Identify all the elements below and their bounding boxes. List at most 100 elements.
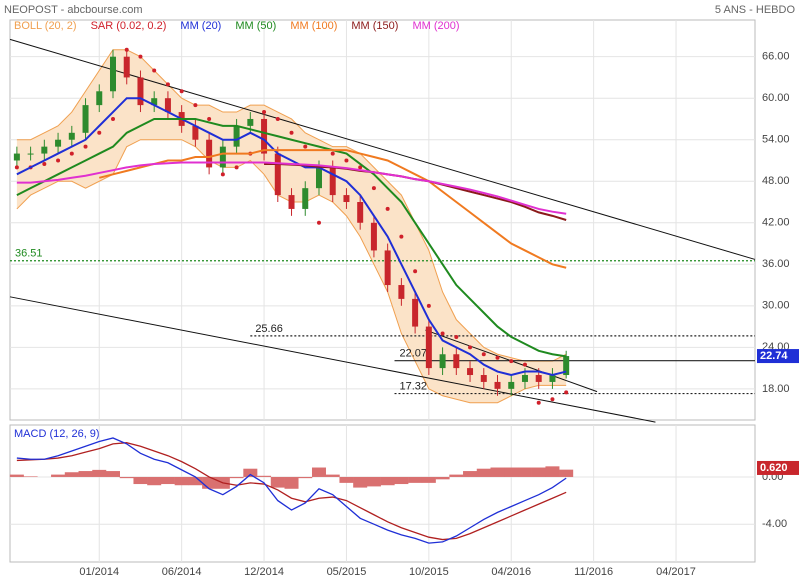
candle-body — [123, 56, 130, 78]
macd-histogram-bar — [298, 476, 313, 479]
sar-dot — [550, 397, 555, 402]
x-tick-label: 06/2014 — [162, 566, 202, 578]
macd-histogram-bar — [147, 476, 162, 486]
price-badge-label: 22.74 — [760, 350, 788, 362]
macd-histogram-bar — [504, 467, 519, 477]
macd-badge — [757, 460, 799, 475]
candle-body — [247, 118, 254, 126]
sar-dot — [468, 345, 473, 350]
macd-histogram-bar — [270, 476, 285, 488]
moving-average — [16, 161, 567, 215]
legend-entry: SAR (0.02, 0.2) — [91, 20, 167, 32]
sar-dot — [564, 390, 569, 395]
macd-histogram-bar — [394, 476, 409, 485]
x-tick-label: 04/2017 — [656, 566, 696, 578]
candle-body — [82, 105, 89, 133]
bollinger-band — [16, 49, 567, 403]
macd-histogram-bar — [559, 469, 574, 477]
level-label: 22.07 — [400, 348, 428, 360]
macd-histogram-bar — [531, 467, 546, 477]
macd-histogram-bar — [64, 472, 79, 477]
candle-body — [288, 195, 295, 209]
candle-body — [164, 98, 171, 113]
candle-body — [233, 125, 240, 147]
y-tick-label: 66.00 — [762, 51, 790, 63]
candle-body — [439, 354, 446, 369]
candle-body — [508, 381, 515, 389]
macd-histogram-bar — [463, 471, 478, 477]
sar-dot — [371, 186, 376, 191]
candle-body — [343, 195, 350, 203]
legend-entry: MM (50) — [235, 20, 276, 32]
macd-histogram-bar — [202, 476, 217, 489]
sar-dot — [509, 359, 514, 364]
sar-dot — [14, 165, 19, 170]
macd-title: MACD (12, 26, 9) — [14, 428, 100, 440]
candle-body — [13, 153, 20, 161]
candle-body — [563, 356, 570, 376]
sar-dot — [344, 158, 349, 163]
macd-histogram-bar — [325, 474, 340, 477]
candle-body — [467, 368, 474, 376]
macd-histogram-bar — [421, 476, 436, 483]
candle-body — [302, 188, 309, 209]
macd-histogram-bar — [23, 476, 38, 477]
macd-frame — [9, 424, 756, 563]
macd-histogram-bar — [174, 476, 189, 486]
level-label: 36.51 — [15, 248, 43, 260]
candle-body — [219, 146, 226, 168]
candle-body — [109, 56, 116, 92]
macd-histogram-bar — [92, 469, 107, 477]
trend-line — [9, 296, 656, 423]
macd-histogram-bar — [78, 471, 93, 477]
macd-signal — [16, 442, 567, 541]
candle-body — [535, 375, 542, 382]
legend-entry: MM (150) — [351, 20, 398, 32]
y-tick-label: -4.00 — [762, 518, 787, 530]
macd-histogram-bar — [243, 468, 258, 477]
macd-histogram-bar — [353, 476, 368, 488]
x-tick-label: 05/2015 — [327, 566, 367, 578]
legend-entry: MM (200) — [412, 20, 459, 32]
macd-histogram-bar — [133, 476, 148, 485]
x-tick-label: 12/2014 — [244, 566, 284, 578]
sar-dot — [97, 130, 102, 135]
candle-body — [412, 298, 419, 327]
candle-body — [480, 375, 487, 382]
sar-dot — [316, 220, 321, 225]
sar-dot — [495, 355, 500, 360]
macd-histogram-bar — [366, 476, 381, 487]
candle-body — [192, 125, 199, 140]
y-tick-label: 18.00 — [762, 383, 790, 395]
macd-histogram-bar — [408, 476, 423, 483]
macd-histogram-bar — [257, 475, 272, 477]
legend-entry: MM (100) — [290, 20, 337, 32]
sar-dot — [289, 130, 294, 135]
x-tick-label: 01/2014 — [79, 566, 119, 578]
y-tick-label: 30.00 — [762, 300, 790, 312]
macd-histogram-bar — [490, 467, 505, 477]
sar-dot — [358, 165, 363, 170]
macd-histogram-bar — [229, 476, 244, 479]
legend-entry: BOLL (20, 2) — [14, 20, 77, 32]
macd-histogram-bar — [188, 476, 203, 486]
macd-histogram-bar — [476, 468, 491, 477]
y-tick-label: 60.00 — [762, 92, 790, 104]
x-tick-label: 04/2016 — [491, 566, 531, 578]
y-tick-label: 36.00 — [762, 258, 790, 270]
level-label: 17.32 — [400, 380, 428, 392]
trend-line — [9, 38, 756, 260]
macd-histogram-bar — [160, 476, 175, 485]
sar-dot — [330, 151, 335, 156]
candle-body — [151, 98, 158, 106]
x-tick-label: 11/2016 — [574, 566, 613, 578]
sar-dot — [536, 400, 541, 405]
candle-body — [370, 222, 377, 251]
candle-body — [384, 250, 391, 286]
sar-dot — [220, 172, 225, 177]
candle-body — [41, 146, 48, 154]
sar-dot — [152, 68, 157, 73]
macd-histogram-bar — [380, 476, 395, 486]
candle-body — [453, 354, 460, 369]
